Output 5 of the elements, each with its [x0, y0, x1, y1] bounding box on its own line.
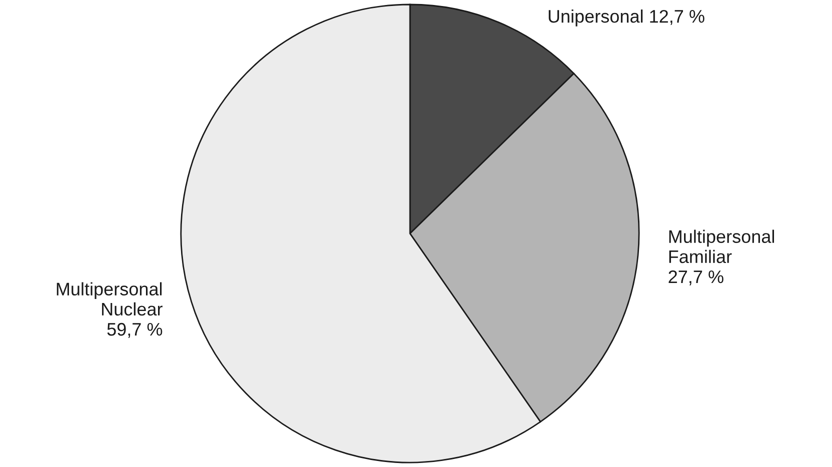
data-label: 59,7 % [107, 322, 162, 338]
slice-label: Unipersonal 12,7 % [548, 10, 704, 26]
data-label: 27,7 % [668, 270, 724, 286]
slice-label: Multipersonal Nuclear [56, 282, 162, 316]
slice-label: Multipersonal Familiar [669, 230, 774, 264]
